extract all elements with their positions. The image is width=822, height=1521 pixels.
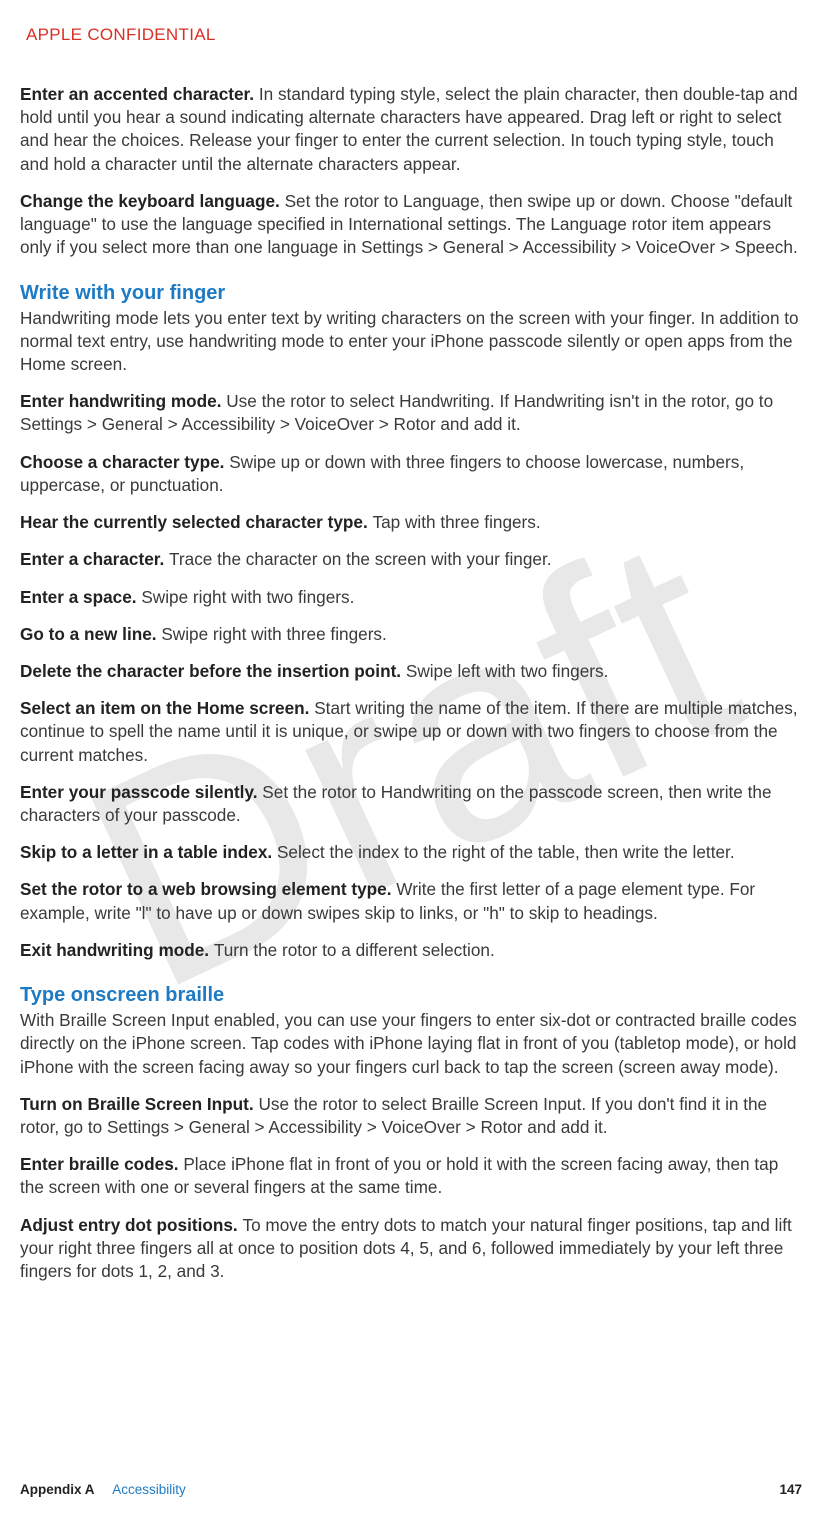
para-delete-character: Delete the character before the insertio… <box>20 660 802 683</box>
bold-lead: Enter your passcode silently. <box>20 782 262 802</box>
para-choose-character-type: Choose a character type. Swipe up or dow… <box>20 451 802 497</box>
para-accented-character: Enter an accented character. In standard… <box>20 83 802 176</box>
para-rotor-web-element: Set the rotor to a web browsing element … <box>20 878 802 924</box>
bold-lead: Enter handwriting mode. <box>20 391 226 411</box>
para-text: Trace the character on the screen with y… <box>169 549 551 569</box>
heading-type-braille: Type onscreen braille <box>20 984 802 1007</box>
page-content: APPLE CONFIDENTIAL Enter an accented cha… <box>0 0 822 1283</box>
para-text: Turn the rotor to a different selection. <box>214 940 495 960</box>
bold-lead: Enter braille codes. <box>20 1154 183 1174</box>
bold-lead: Enter a space. <box>20 587 141 607</box>
bold-lead: Enter a character. <box>20 549 169 569</box>
para-braille-intro: With Braille Screen Input enabled, you c… <box>20 1009 802 1079</box>
para-enter-character: Enter a character. Trace the character o… <box>20 548 802 571</box>
bold-lead: Delete the character before the insertio… <box>20 661 406 681</box>
bold-lead: Hear the currently selected character ty… <box>20 512 373 532</box>
confidential-header: APPLE CONFIDENTIAL <box>26 25 802 45</box>
para-hear-character-type: Hear the currently selected character ty… <box>20 511 802 534</box>
para-select-home-item: Select an item on the Home screen. Start… <box>20 697 802 767</box>
bold-lead: Select an item on the Home screen. <box>20 698 314 718</box>
para-new-line: Go to a new line. Swipe right with three… <box>20 623 802 646</box>
para-enter-handwriting: Enter handwriting mode. Use the rotor to… <box>20 390 802 436</box>
page-footer: Appendix A Accessibility 147 <box>20 1482 802 1497</box>
para-handwriting-intro: Handwriting mode lets you enter text by … <box>20 307 802 377</box>
para-text: Select the index to the right of the tab… <box>277 842 735 862</box>
para-text: Swipe right with two fingers. <box>141 587 354 607</box>
para-skip-letter: Skip to a letter in a table index. Selec… <box>20 841 802 864</box>
para-enter-space: Enter a space. Swipe right with two fing… <box>20 586 802 609</box>
bold-lead: Exit handwriting mode. <box>20 940 214 960</box>
bold-lead: Choose a character type. <box>20 452 229 472</box>
para-adjust-dots: Adjust entry dot positions. To move the … <box>20 1214 802 1284</box>
para-exit-handwriting: Exit handwriting mode. Turn the rotor to… <box>20 939 802 962</box>
para-text: Swipe right with three fingers. <box>161 624 386 644</box>
bold-lead: Go to a new line. <box>20 624 161 644</box>
bold-lead: Enter an accented character. <box>20 84 259 104</box>
bold-lead: Change the keyboard language. <box>20 191 285 211</box>
para-text: Tap with three fingers. <box>373 512 541 532</box>
heading-write-finger: Write with your finger <box>20 282 802 305</box>
para-enter-braille-codes: Enter braille codes. Place iPhone flat i… <box>20 1153 802 1199</box>
bold-lead: Set the rotor to a web browsing element … <box>20 879 396 899</box>
para-text: Swipe left with two fingers. <box>406 661 609 681</box>
footer-appendix: Appendix A <box>20 1482 95 1497</box>
para-passcode-silently: Enter your passcode silently. Set the ro… <box>20 781 802 827</box>
para-turn-on-braille: Turn on Braille Screen Input. Use the ro… <box>20 1093 802 1139</box>
footer-left: Appendix A Accessibility <box>20 1482 186 1497</box>
bold-lead: Adjust entry dot positions. <box>20 1215 242 1235</box>
footer-page-number: 147 <box>779 1482 802 1497</box>
bold-lead: Turn on Braille Screen Input. <box>20 1094 258 1114</box>
para-keyboard-language: Change the keyboard language. Set the ro… <box>20 190 802 260</box>
bold-lead: Skip to a letter in a table index. <box>20 842 277 862</box>
footer-section-title: Accessibility <box>112 1482 186 1497</box>
